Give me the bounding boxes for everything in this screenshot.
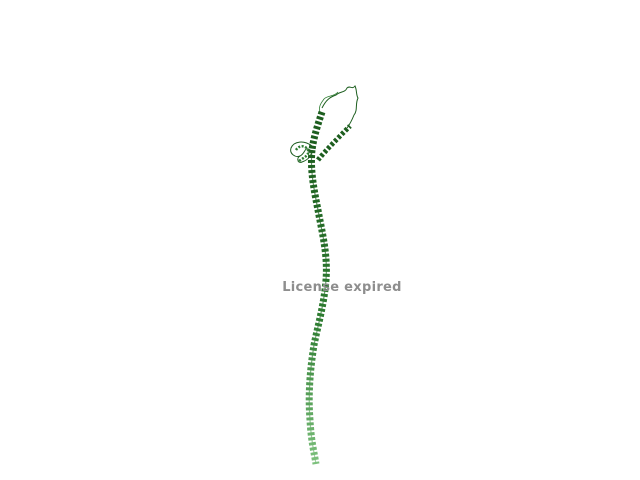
side-helix (316, 124, 352, 162)
main-helix (305, 149, 330, 465)
coil-cluster-left-2 (294, 145, 310, 163)
watermark-text: License expired (282, 280, 402, 295)
coil-loop-upper-2 (319, 91, 339, 113)
top-helix (308, 110, 326, 151)
coil-cluster-left (290, 141, 313, 163)
coil-loop-upper (321, 85, 359, 129)
